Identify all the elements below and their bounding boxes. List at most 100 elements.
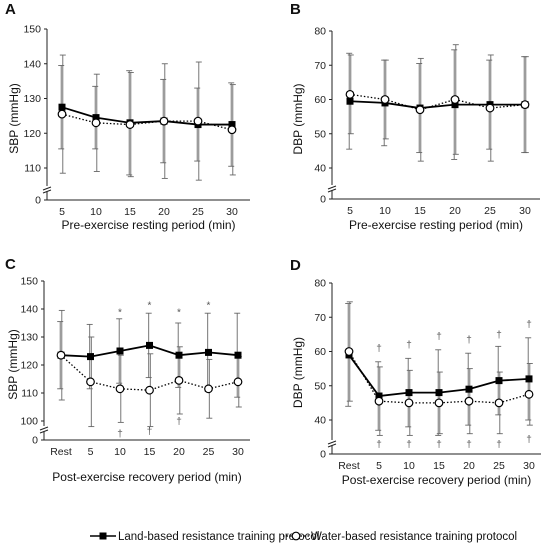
panel-c-land-point [87,353,94,361]
panel-c-significance-mark: * [118,307,122,318]
panel-a-axis-break-mark [42,186,52,191]
panel-a-letter: A [5,1,16,18]
panel-b-series-land-line [349,100,525,109]
panel-c-significance-mark: † [147,426,153,437]
panel-b-y-tick-label: 70 [314,60,326,72]
panel-b-x-tick-label: 5 [347,205,353,217]
panel-c-significance-mark: † [117,429,123,440]
panel-d-significance-mark: † [436,439,442,450]
panel-b-x-tick-label: 10 [379,205,391,217]
panel-a-y-tick-label: 0 [35,195,41,207]
panel-d-water-point [524,389,534,399]
panel-c: C 0 100 110 120 130 140 150 Rest 5 10 15 20 25 30 Post-… [5,256,250,484]
panel-b-y-axis-title: DBP (mmHg) [291,83,305,154]
panel-c-land-point [175,351,183,359]
panel-b-axis-break-mark [327,185,337,190]
panel-a-x-axis-title: Pre-exercise resting period (min) [61,218,235,232]
panel-d-significance-mark: † [526,434,532,445]
panel-c-y-tick-label: 150 [20,276,38,288]
panel-a-water-point [57,109,67,119]
panel-d-land-point [465,385,473,393]
panel-b-water-point [415,105,425,115]
panel-b-x-tick-label: 30 [519,205,531,217]
legend-land-marker [99,532,107,540]
panel-d-significance-mark: † [406,340,412,351]
panel-d-x-tick-label: 10 [403,460,415,472]
panel-b-water-point [345,89,355,99]
panel-c-x-axis-title: Post-exercise recovery period (min) [52,470,241,484]
panel-d-water-point [494,398,504,408]
panel-d-water-point [464,396,474,406]
panel-a-land-point [92,114,100,122]
legend-land-label: Land-based resistance training protocol [118,531,319,543]
panel-b-land-point [451,101,459,109]
panel-d-y-tick-label: 50 [314,380,326,392]
panel-b-y-tick-label: 0 [320,194,326,206]
panel-a-x-tick-label: 25 [192,206,204,218]
panel-b-x-axis-title: Pre-exercise resting period (min) [349,218,523,232]
panel-c-water-point [115,384,125,394]
legend-water-marker [291,531,301,541]
panel-c-x-tick-label: 25 [203,446,215,458]
panel-d-x-axis-title: Post-exercise recovery period (min) [342,473,531,487]
panel-c-significance-mark: † [176,417,182,428]
panel-d: D 0 40 50 60 70 80 Rest 5 10 15 20 25 30Post-exercise… [290,257,541,487]
panel-a-water-point [193,116,203,126]
panel-a-series-land-line [61,106,232,126]
panel-c-x-tick-label: 5 [88,446,94,458]
panel-a-x-tick-label: 15 [124,206,136,218]
panel-b-axis-break-mark [327,188,337,193]
panel-d-x-tick-label: 20 [463,460,475,472]
legend-item-land: Land-based resistance training protocol [90,531,319,543]
panel-d-water-point [374,396,384,406]
panel-d-y-tick-label: 0 [320,449,326,461]
panel-c-y-tick-label: 0 [32,435,38,447]
panel-c-land-point [234,351,242,359]
panel-c-land-point [205,348,212,356]
panel-a-axis-break-mark [42,189,52,194]
panel-a: A 0 110 120 130 140 150 5 10 15 20 25 30Pre-exercise… [5,1,250,232]
panel-a-water-point [91,118,101,128]
panel-d-significance-mark: † [526,320,532,331]
panel-d-letter: D [290,257,301,274]
panel-c-y-axis-title: SBP (mmHg) [6,329,20,399]
panel-d-axis-break-mark [327,440,337,445]
panel-a-y-tick-label: 140 [23,58,41,70]
panel-a-y-tick-label: 110 [24,163,41,175]
panel-a-water-point [159,116,169,126]
panel-c-water-point [204,384,213,394]
panel-c-axis-break-mark [39,426,49,431]
panel-c-water-point [86,377,95,387]
panel-d-significance-mark: † [496,330,502,341]
panel-d-land-point [495,377,503,385]
panel-d-x-tick-label: 30 [523,460,535,472]
panel-c-x-tick-label: Rest [50,446,72,458]
panel-b-letter: B [290,1,301,18]
panel-b-y-tick-label: 60 [314,94,326,106]
legend-item-water: Water-based resistance training protocol [283,531,517,543]
panel-a-water-point [125,120,135,129]
panel-a-x-tick-label: 10 [90,206,102,218]
panel-b-x-tick-label: 20 [449,205,461,217]
panel-c-y-tick-label: 140 [20,304,38,316]
panel-d-y-tick-label: 70 [314,312,326,324]
panel-d-significance-mark: † [376,439,382,450]
panel-b-water-point [380,95,390,104]
panel-b-y-tick-label: 80 [314,26,326,38]
panel-d-x-tick-label: 25 [493,460,505,472]
panel-d-y-tick-label: 40 [314,415,326,427]
panel-d-water-point [404,398,414,408]
panel-c-water-point [233,377,243,387]
panel-d-y-tick-label: 80 [314,278,326,290]
panel-a-y-tick-label: 150 [23,24,41,36]
panel-d-x-tick-label: 5 [376,460,382,472]
panel-a-y-axis-title: SBP (mmHg) [7,83,21,153]
panel-c-x-tick-label: 20 [173,446,185,458]
panel-c-y-tick-label: 130 [20,332,38,344]
panel-c-x-tick-label: 15 [144,446,156,458]
panel-c-significance-mark: * [207,300,211,311]
panel-c-y-tick-label: 120 [20,360,38,372]
panel-d-significance-mark: † [406,439,412,450]
panel-b-x-tick-label: 25 [484,205,496,217]
panel-a-x-tick-label: 30 [226,206,238,218]
